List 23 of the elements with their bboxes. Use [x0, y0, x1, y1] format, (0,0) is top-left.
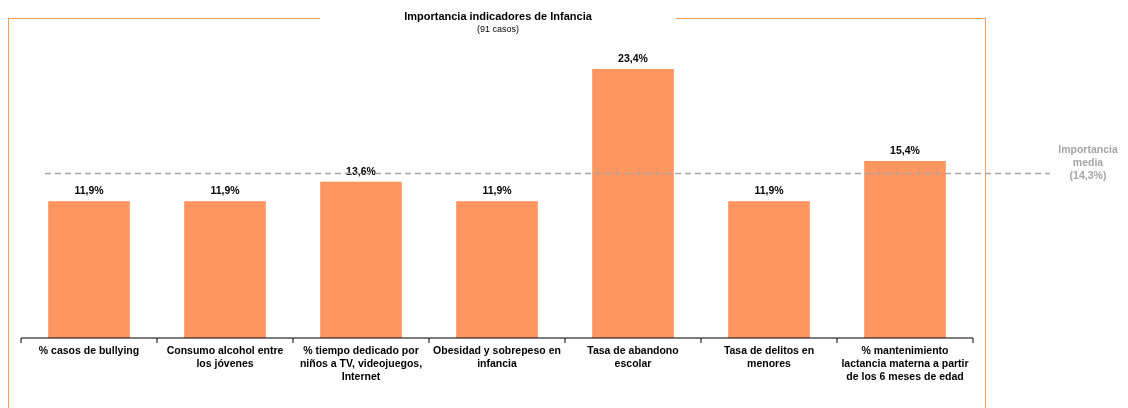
bar	[320, 181, 402, 338]
data-label: 11,9%	[74, 184, 105, 197]
bar	[456, 201, 538, 338]
bar	[592, 69, 674, 338]
ref-line-label: Importancia media (14,3%)	[1058, 143, 1118, 182]
data-label: 15,4%	[890, 143, 921, 156]
data-label: 23,4%	[618, 52, 649, 64]
x-tick-label: % tiempo dedicado por niños a TV, videojuegos, Internet	[299, 344, 423, 382]
x-tick-label: % casos de bullying	[38, 344, 140, 356]
x-tick-label: Obesidad y sobrepeso en infancia	[433, 344, 561, 369]
x-tick-label: Consumo alcohol entre los jóvenes	[166, 344, 284, 369]
data-label: 11,9%	[754, 184, 785, 197]
data-label: 11,9%	[482, 184, 513, 197]
bar	[728, 201, 810, 338]
x-tick-label: Tasa de delitos en menores	[723, 344, 815, 369]
chart-title: Importancia indicadores de Infancia	[404, 10, 593, 22]
bar	[864, 160, 946, 338]
data-label: 11,9%	[210, 184, 241, 197]
bar	[48, 201, 130, 338]
x-tick-label: Tasa de abandono escolar	[587, 344, 679, 369]
chart-subtitle: (91 casos)	[476, 24, 520, 34]
bar	[184, 201, 266, 338]
x-tick-label: % mantenimiento lactancia materna a partir de los 6 meses de edad	[841, 344, 969, 382]
